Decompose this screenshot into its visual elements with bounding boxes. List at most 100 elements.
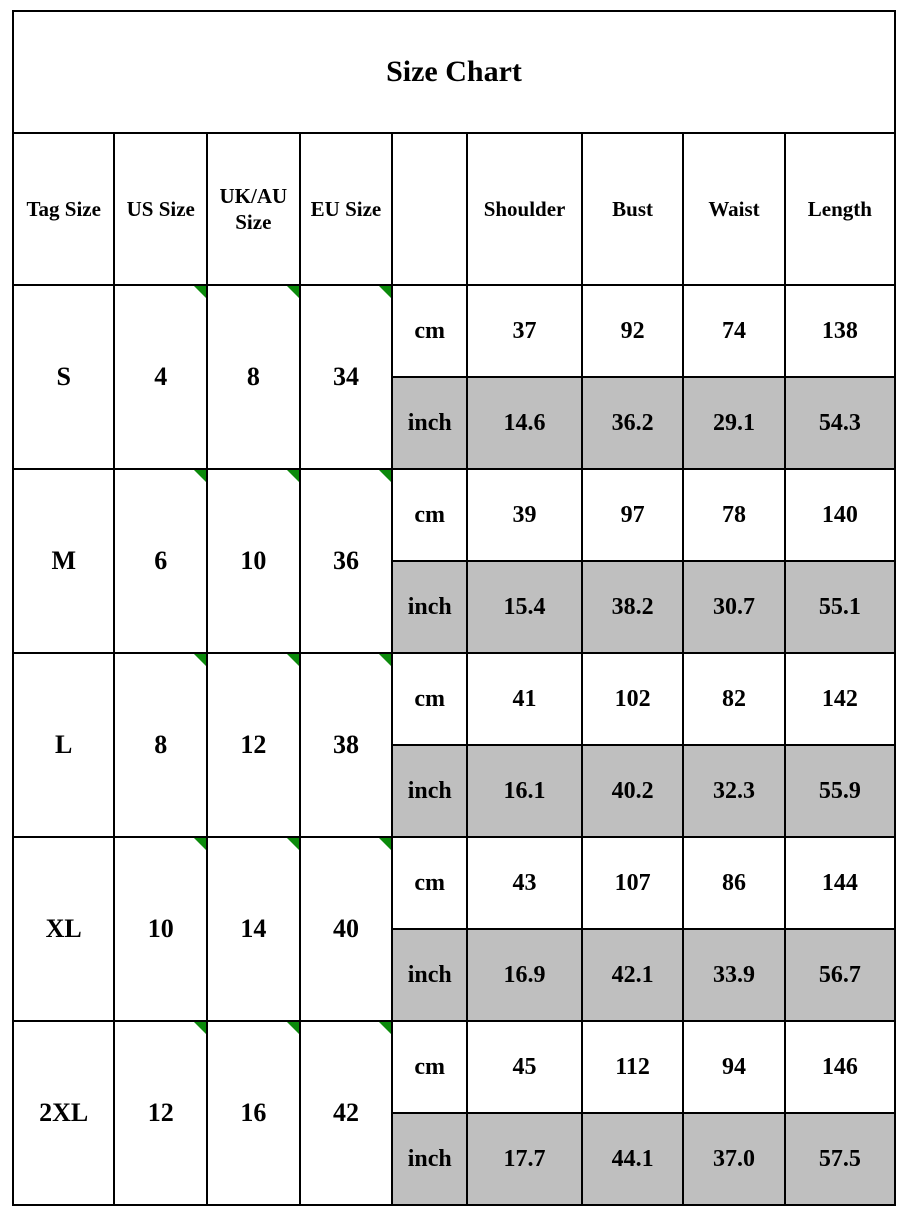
row-s-cm: S 4 8 34 cm 37 92 74 138 [13,285,895,377]
2xl-inch-waist: 37.0 [683,1113,784,1205]
s-inch-waist: 29.1 [683,377,784,469]
tag-size-l: L [13,653,114,837]
unit-cm: cm [392,469,467,561]
uk-size-2xl: 16 [207,1021,300,1205]
tag-size-2xl: 2XL [13,1021,114,1205]
eu-size-s-value: 34 [333,362,359,391]
header-shoulder: Shoulder [467,133,582,285]
excel-corner-tick-icon [287,654,299,666]
xl-cm-waist: 86 [683,837,784,929]
uk-size-m: 10 [207,469,300,653]
header-uk-au-size: UK/AU Size [207,133,300,285]
l-cm-bust: 102 [582,653,683,745]
s-cm-waist: 74 [683,285,784,377]
m-inch-length: 55.1 [785,561,895,653]
eu-size-m: 36 [300,469,393,653]
excel-corner-tick-icon [379,654,391,666]
2xl-inch-shoulder: 17.7 [467,1113,582,1205]
uk-size-xl-value: 14 [240,914,266,943]
excel-corner-tick-icon [287,1022,299,1034]
us-size-s: 4 [114,285,207,469]
excel-corner-tick-icon [379,286,391,298]
unit-inch: inch [392,377,467,469]
l-cm-shoulder: 41 [467,653,582,745]
uk-size-m-value: 10 [240,546,266,575]
header-eu-size: EU Size [300,133,393,285]
2xl-cm-bust: 112 [582,1021,683,1113]
unit-inch: inch [392,745,467,837]
s-inch-shoulder: 14.6 [467,377,582,469]
chart-title: Size Chart [13,11,895,133]
2xl-cm-shoulder: 45 [467,1021,582,1113]
m-cm-shoulder: 39 [467,469,582,561]
unit-inch: inch [392,1113,467,1205]
2xl-inch-length: 57.5 [785,1113,895,1205]
us-size-m-value: 6 [154,546,167,575]
excel-corner-tick-icon [287,286,299,298]
2xl-cm-waist: 94 [683,1021,784,1113]
unit-cm: cm [392,285,467,377]
uk-size-s: 8 [207,285,300,469]
xl-inch-bust: 42.1 [582,929,683,1021]
s-cm-shoulder: 37 [467,285,582,377]
unit-cm: cm [392,1021,467,1113]
us-size-2xl-value: 12 [148,1098,174,1127]
xl-cm-shoulder: 43 [467,837,582,929]
row-m-cm: M 6 10 36 cm 39 97 78 140 [13,469,895,561]
2xl-cm-length: 146 [785,1021,895,1113]
tag-size-m: M [13,469,114,653]
xl-cm-bust: 107 [582,837,683,929]
s-inch-bust: 36.2 [582,377,683,469]
excel-corner-tick-icon [379,470,391,482]
excel-corner-tick-icon [194,470,206,482]
us-size-l: 8 [114,653,207,837]
excel-corner-tick-icon [194,838,206,850]
l-inch-bust: 40.2 [582,745,683,837]
m-inch-shoulder: 15.4 [467,561,582,653]
unit-inch: inch [392,929,467,1021]
uk-size-2xl-value: 16 [240,1098,266,1127]
m-cm-bust: 97 [582,469,683,561]
header-us-size: US Size [114,133,207,285]
excel-corner-tick-icon [194,286,206,298]
xl-inch-waist: 33.9 [683,929,784,1021]
us-size-s-value: 4 [154,362,167,391]
eu-size-xl-value: 40 [333,914,359,943]
row-2xl-cm: 2XL 12 16 42 cm 45 112 94 146 [13,1021,895,1113]
eu-size-m-value: 36 [333,546,359,575]
title-row: Size Chart [13,11,895,133]
l-cm-length: 142 [785,653,895,745]
header-blank [392,133,467,285]
unit-cm: cm [392,837,467,929]
xl-cm-length: 144 [785,837,895,929]
us-size-l-value: 8 [154,730,167,759]
m-cm-length: 140 [785,469,895,561]
uk-size-l-value: 12 [240,730,266,759]
l-inch-shoulder: 16.1 [467,745,582,837]
unit-inch: inch [392,561,467,653]
xl-inch-shoulder: 16.9 [467,929,582,1021]
eu-size-s: 34 [300,285,393,469]
excel-corner-tick-icon [194,654,206,666]
s-inch-length: 54.3 [785,377,895,469]
us-size-2xl: 12 [114,1021,207,1205]
excel-corner-tick-icon [194,1022,206,1034]
uk-size-xl: 14 [207,837,300,1021]
tag-size-xl: XL [13,837,114,1021]
header-row: Tag Size US Size UK/AU Size EU Size Shou… [13,133,895,285]
us-size-xl-value: 10 [148,914,174,943]
excel-corner-tick-icon [287,470,299,482]
row-xl-cm: XL 10 14 40 cm 43 107 86 144 [13,837,895,929]
m-inch-waist: 30.7 [683,561,784,653]
eu-size-2xl-value: 42 [333,1098,359,1127]
size-chart-table: Size Chart Tag Size US Size UK/AU Size E… [12,10,896,1206]
uk-size-l: 12 [207,653,300,837]
s-cm-bust: 92 [582,285,683,377]
header-waist: Waist [683,133,784,285]
eu-size-2xl: 42 [300,1021,393,1205]
header-length: Length [785,133,895,285]
m-inch-bust: 38.2 [582,561,683,653]
eu-size-l: 38 [300,653,393,837]
header-tag-size: Tag Size [13,133,114,285]
us-size-xl: 10 [114,837,207,1021]
